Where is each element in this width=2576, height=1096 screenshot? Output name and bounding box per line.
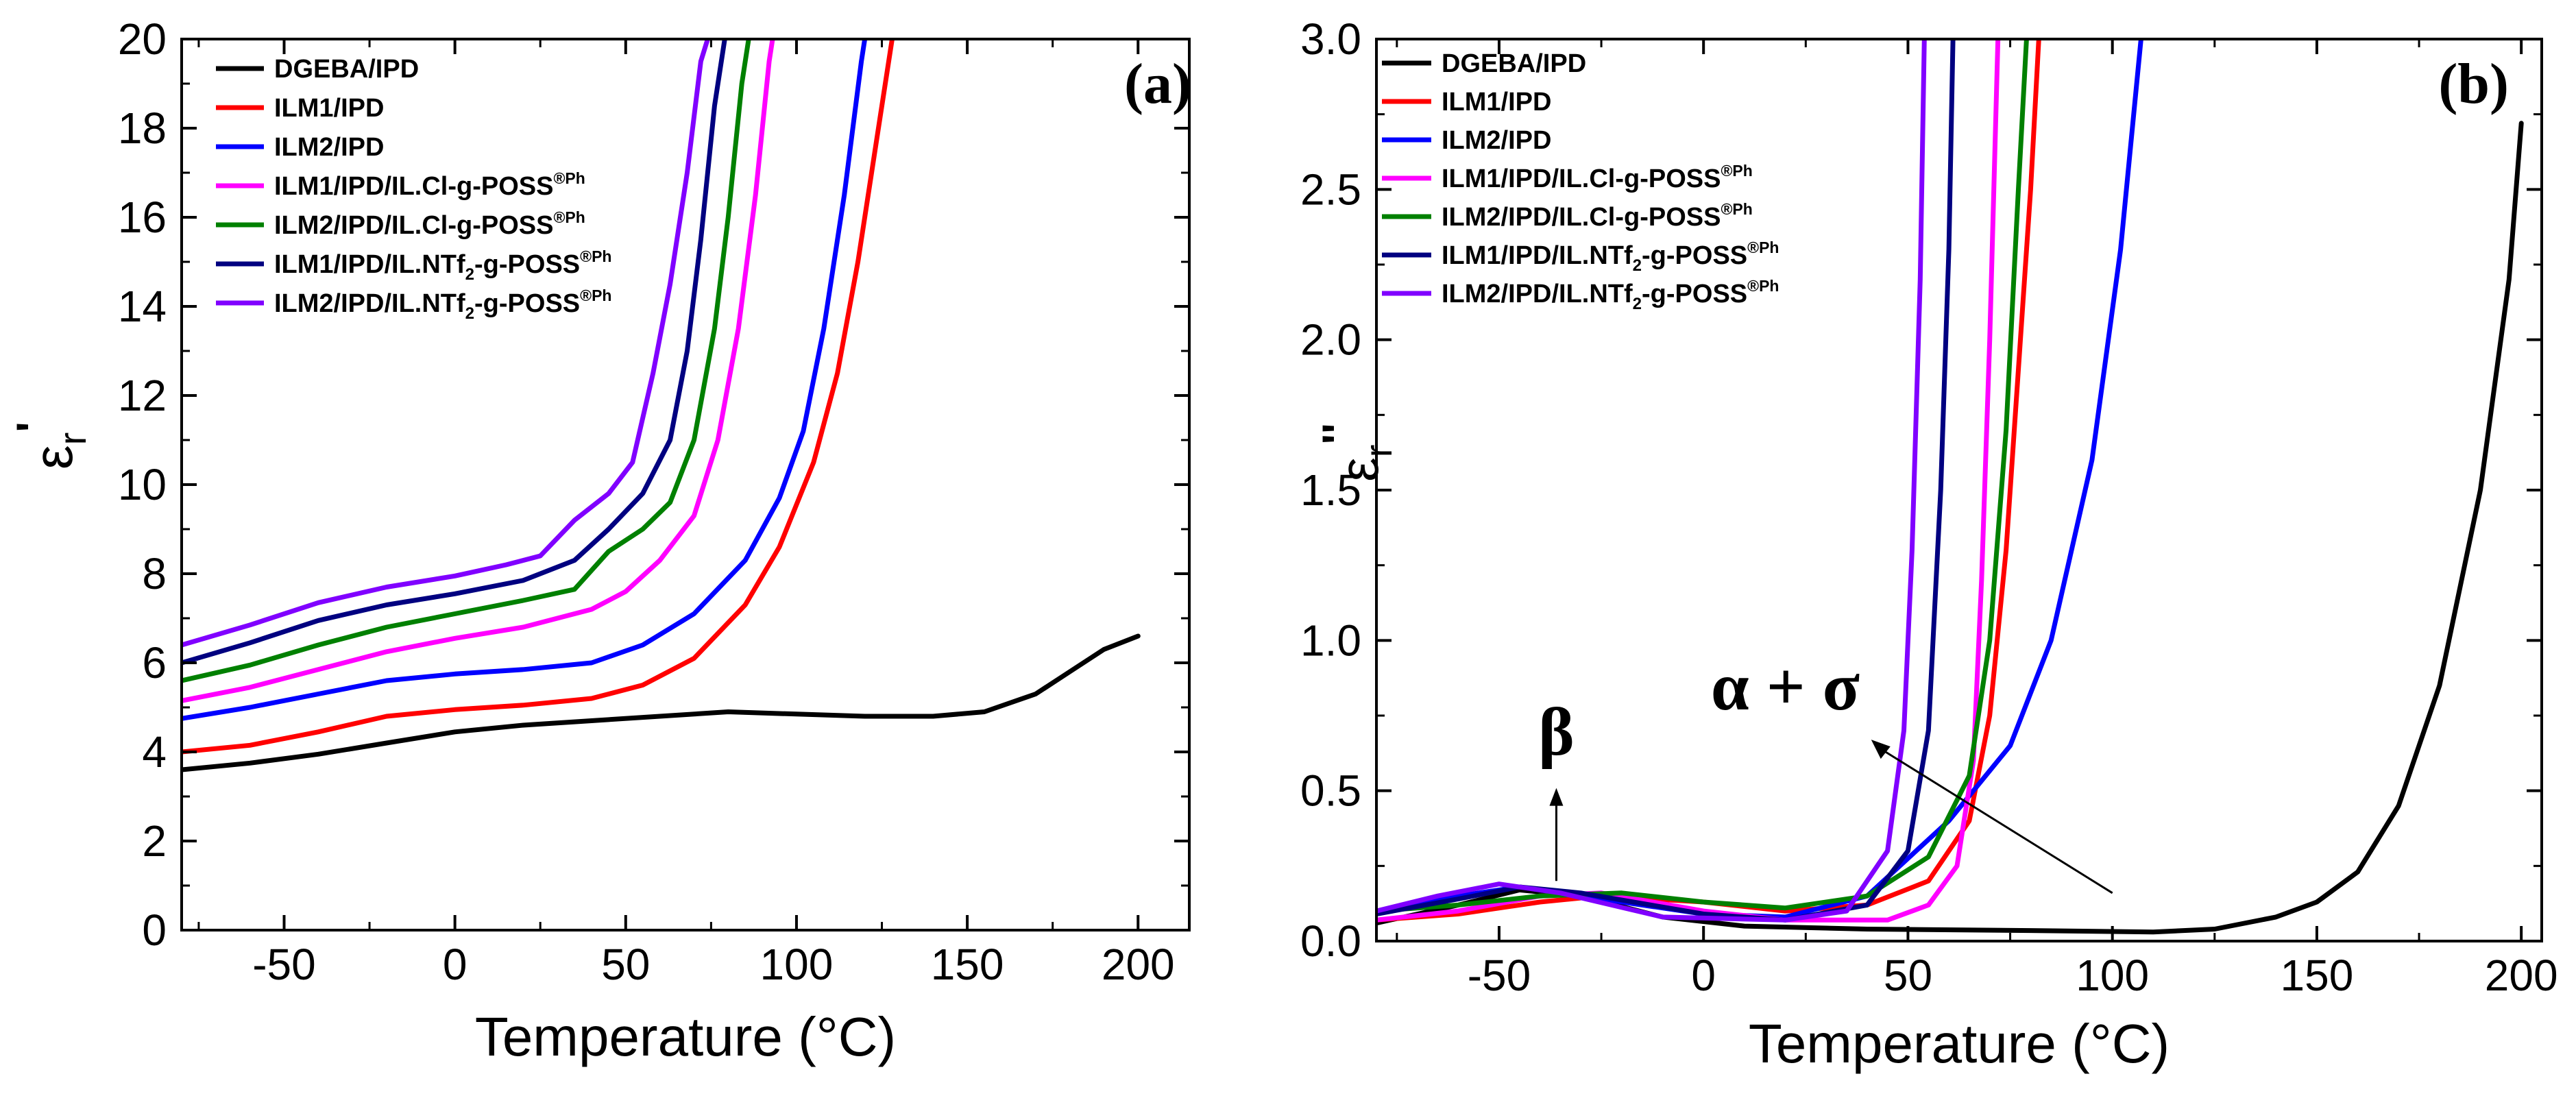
y-tick-label: 4 [142,727,167,777]
x-tick-label: -50 [252,940,316,989]
y-tick-label: 14 [118,282,167,331]
series-line-ilm2-ipd-il-ntf2-g-poss- [1376,39,1927,923]
legend-label: ILM2/IPD/IL.NTf2-g-POSS®Ph [1442,277,1779,313]
y-tick-label: 8 [142,549,167,598]
series-line-dgeba-ipd [182,633,1141,772]
y-tick-label: 10 [118,460,167,509]
y-axis-prime: ' [7,422,58,433]
x-tick-label: 150 [2281,951,2354,1000]
legend-label: ILM1/IPD/IL.Cl-g-POSS®Ph [274,169,585,201]
y-tick-label: 1.0 [1300,616,1361,665]
x-tick-label: 0 [1691,951,1716,1000]
panel-label: (a) [1124,52,1191,116]
x-axis-title: Temperature (°C) [1749,1013,2170,1074]
y-axis-subscript: r [1357,445,1400,458]
legend-label: ILM1/IPD [1442,88,1551,117]
series-line-ilm1-ipd-il-cl-g-poss [182,39,775,703]
legend-label: ILM2/IPD/IL.Cl-g-POSS®Ph [274,208,585,240]
legend-label: DGEBA/IPD [274,55,419,84]
x-tick-label: 100 [760,940,834,989]
legend-label: ILM1/IPD/IL.Cl-g-POSS®Ph [1442,162,1753,193]
y-tick-label: 20 [118,14,167,64]
x-tick-label: 100 [2076,951,2149,1000]
x-tick-label: 50 [601,940,650,989]
annotations: β α + σ [1538,648,2113,894]
y-tick-label: 2.0 [1300,315,1361,365]
y-axis-prime: '' [1313,423,1363,444]
y-axis-symbol: ε [1328,457,1389,482]
legend-label: ILM1/IPD [274,94,384,123]
series-line-ilm2-ipd [182,39,868,721]
x-tick-label: 0 [443,940,467,989]
x-tick-label: 200 [1102,940,1175,989]
alpha-sigma-arrow-line [1882,749,2113,894]
panel-b: -50 0 50 100 150 200 0.0 0.5 1.0 1.5 2.0 2.5 3.0 Temp… [1300,14,2558,1074]
legend-label: ILM1/IPD/IL.NTf2-g-POSS®Ph [274,247,611,284]
panel-a: -50 0 50 100 150 200 0 2 4 6 8 10 12 14 16 18 20 Temperat… [7,14,1191,1067]
plot-lines [1376,39,2524,935]
legend: DGEBA/IPD ILM1/IPD ILM2/IPD ILM1/IPD/IL.Cl-… [1382,49,1779,313]
legend-label: ILM2/IPD [274,133,384,162]
legend-label: ILM2/IPD/IL.NTf2-g-POSS®Ph [274,287,611,323]
y-tick-label: 2.5 [1300,165,1361,214]
legend-label: ILM1/IPD/IL.NTf2-g-POSS®Ph [1442,239,1779,275]
alpha-sigma-arrow-head [1871,740,1891,759]
series-line-ilm1-ipd-il-ntf2-g-poss- [182,39,727,666]
y-tick-label: 0.5 [1300,766,1361,816]
y-axis-title: εr' [7,422,94,470]
x-tick-label: 150 [931,940,1004,989]
series-line-ilm2-ipd-il-cl-g-poss [1376,39,2029,914]
y-tick-label: 6 [142,638,167,687]
x-tick-label: 200 [2485,951,2558,1000]
beta-arrow-head [1549,788,1564,806]
y-tick-label: 0.0 [1300,916,1361,966]
y-tick-label: 16 [118,193,167,242]
y-tick-label: 0 [142,905,167,955]
legend-label: DGEBA/IPD [1442,49,1586,78]
y-tick-label: 3.0 [1300,14,1361,64]
series-line-ilm1-ipd [1376,39,2041,923]
y-tick-label: 18 [118,103,167,153]
series-line-ilm2-ipd-il-ntf2-g-poss- [182,39,710,648]
panel-label: (b) [2438,52,2509,116]
y-tick-label: 1.5 [1300,465,1361,515]
y-axis-title: εr'' [1313,423,1400,482]
series-line-ilm2-ipd-il-cl-g-poss [182,39,751,683]
series-line-ilm1-ipd [182,39,895,755]
x-axis-title: Temperature (°C) [475,1006,896,1067]
legend-label: ILM2/IPD [1442,126,1551,155]
x-tick-label: 50 [1884,951,1932,1000]
y-tick-label: 12 [118,371,167,420]
alpha-sigma-label: α + σ [1711,648,1860,724]
legend: DGEBA/IPD ILM1/IPD ILM2/IPD ILM1/IPD/IL.Cl-… [216,55,611,323]
y-axis-subscript: r [51,433,94,446]
y-axis-symbol: ε [23,445,84,470]
beta-label: β [1538,694,1575,770]
x-tick-label: -50 [1468,951,1531,1000]
legend-label: ILM2/IPD/IL.Cl-g-POSS®Ph [1442,200,1753,232]
y-tick-label: 2 [142,816,167,866]
plot-lines [182,39,1141,772]
